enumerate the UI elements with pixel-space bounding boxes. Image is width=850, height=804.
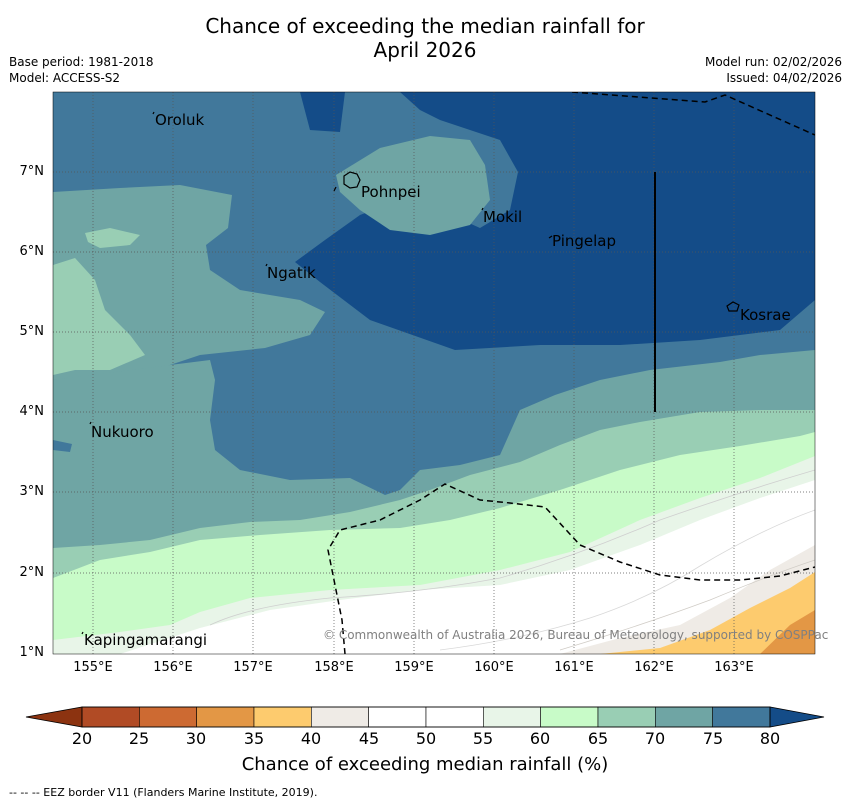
map-frame [52, 91, 816, 655]
colorbar-cell [712, 706, 771, 728]
place-label-kapingamarangi: Kapingamarangi [84, 631, 208, 649]
colorbar-cell [311, 706, 369, 728]
colorbar-tick: 25 [128, 729, 150, 748]
issued-date: Issued: 04/02/2026 [726, 71, 842, 85]
contour-65-west [53, 258, 145, 375]
run-info: Model run: 02/02/2026 Issued: 04/02/2026 [705, 54, 842, 86]
lat-label: 4°N [19, 404, 45, 419]
place-label-kosrae: Kosrae [740, 306, 791, 324]
lon-label: 156°E [153, 660, 193, 675]
colorbar-tick: 70 [644, 729, 666, 748]
place-label-pohnpei: Pohnpei [361, 183, 421, 201]
colorbar-tick: 50 [415, 729, 437, 748]
lon-label: 159°E [394, 660, 434, 675]
model-name: Model: ACCESS-S2 [9, 71, 121, 85]
copyright-notice: © Commonwealth of Australia 2026, Bureau… [323, 628, 829, 642]
place-label-pingelap: Pingelap [552, 232, 617, 250]
colorbar-tick: 30 [185, 729, 207, 748]
colorbar-cell [368, 706, 427, 728]
eez-border [327, 92, 815, 654]
colorbar-tick: 75 [702, 729, 724, 748]
colorbar-cell [196, 706, 255, 728]
lon-label: 157°E [233, 660, 273, 675]
colorbar [25, 706, 825, 728]
lat-label: 5°N [19, 324, 45, 339]
lat-label: 1°N [19, 645, 45, 660]
colorbar-cell [253, 706, 312, 728]
contour-70-pohnpei [336, 136, 490, 235]
lon-label: 163°E [714, 660, 754, 675]
colorbar-extend-high [769, 706, 825, 728]
colorbar-cell [540, 706, 599, 728]
colorbar-cell [655, 706, 713, 728]
colorbar-cell [597, 706, 656, 728]
lat-label: 7°N [19, 164, 45, 179]
place-label-oroluk: Oroluk [155, 111, 205, 129]
contour-80 [295, 92, 815, 350]
colorbar-tick: 40 [300, 729, 322, 748]
gridlines [53, 92, 815, 654]
colorbar-extend-low [25, 706, 83, 728]
contour-30 [760, 610, 815, 654]
colorbar-cell [139, 706, 197, 728]
place-label-ngatik: Ngatik [267, 264, 316, 282]
lon-label: 155°E [73, 660, 113, 675]
colorbar-tick: 80 [759, 729, 781, 748]
lon-label: 158°E [314, 660, 354, 675]
colorbar-cell [483, 706, 541, 728]
model-run: Model run: 02/02/2026 [704, 55, 842, 69]
colorbar-tick: 20 [71, 729, 93, 748]
eez-footnote: -- -- -- EEZ border V11 (Flanders Marine… [9, 786, 318, 799]
colorbar-label: Chance of exceeding median rainfall (%) [241, 754, 609, 775]
colorbar-tick: 35 [243, 729, 265, 748]
contour-line [209, 469, 815, 626]
kosrae-island-outline [726, 301, 740, 312]
colorbar-tick: 65 [587, 729, 609, 748]
contour-35 [600, 572, 815, 654]
colorbar-tick: 55 [472, 729, 494, 748]
contour-line [439, 509, 815, 651]
place-label-nukuoro: Nukuoro [91, 423, 154, 441]
lon-label: 160°E [474, 660, 514, 675]
colorbar-cell [425, 706, 484, 728]
rainfall-contours [53, 92, 815, 654]
contour-line [559, 559, 815, 651]
pohnpei-island-outline [343, 171, 361, 189]
contour-50 [120, 480, 815, 654]
lat-label: 3°N [19, 484, 45, 499]
base-period: Base period: 1981-2018 [9, 55, 154, 69]
colorbar-tick: 60 [529, 729, 551, 748]
lon-label: 162°E [634, 660, 674, 675]
chart-title: Chance of exceeding the median rainfall … [205, 14, 645, 62]
lat-label: 2°N [19, 565, 45, 580]
contour-65-patch [85, 228, 140, 248]
islands [81, 111, 740, 635]
lat-label: 6°N [19, 244, 45, 259]
lon-label: 161°E [554, 660, 594, 675]
colorbar-tick: 45 [358, 729, 380, 748]
base-info: Base period: 1981-2018 Model: ACCESS-S2 [9, 54, 154, 86]
place-label-mokil: Mokil [483, 208, 523, 226]
colorbar-cell [81, 706, 140, 728]
